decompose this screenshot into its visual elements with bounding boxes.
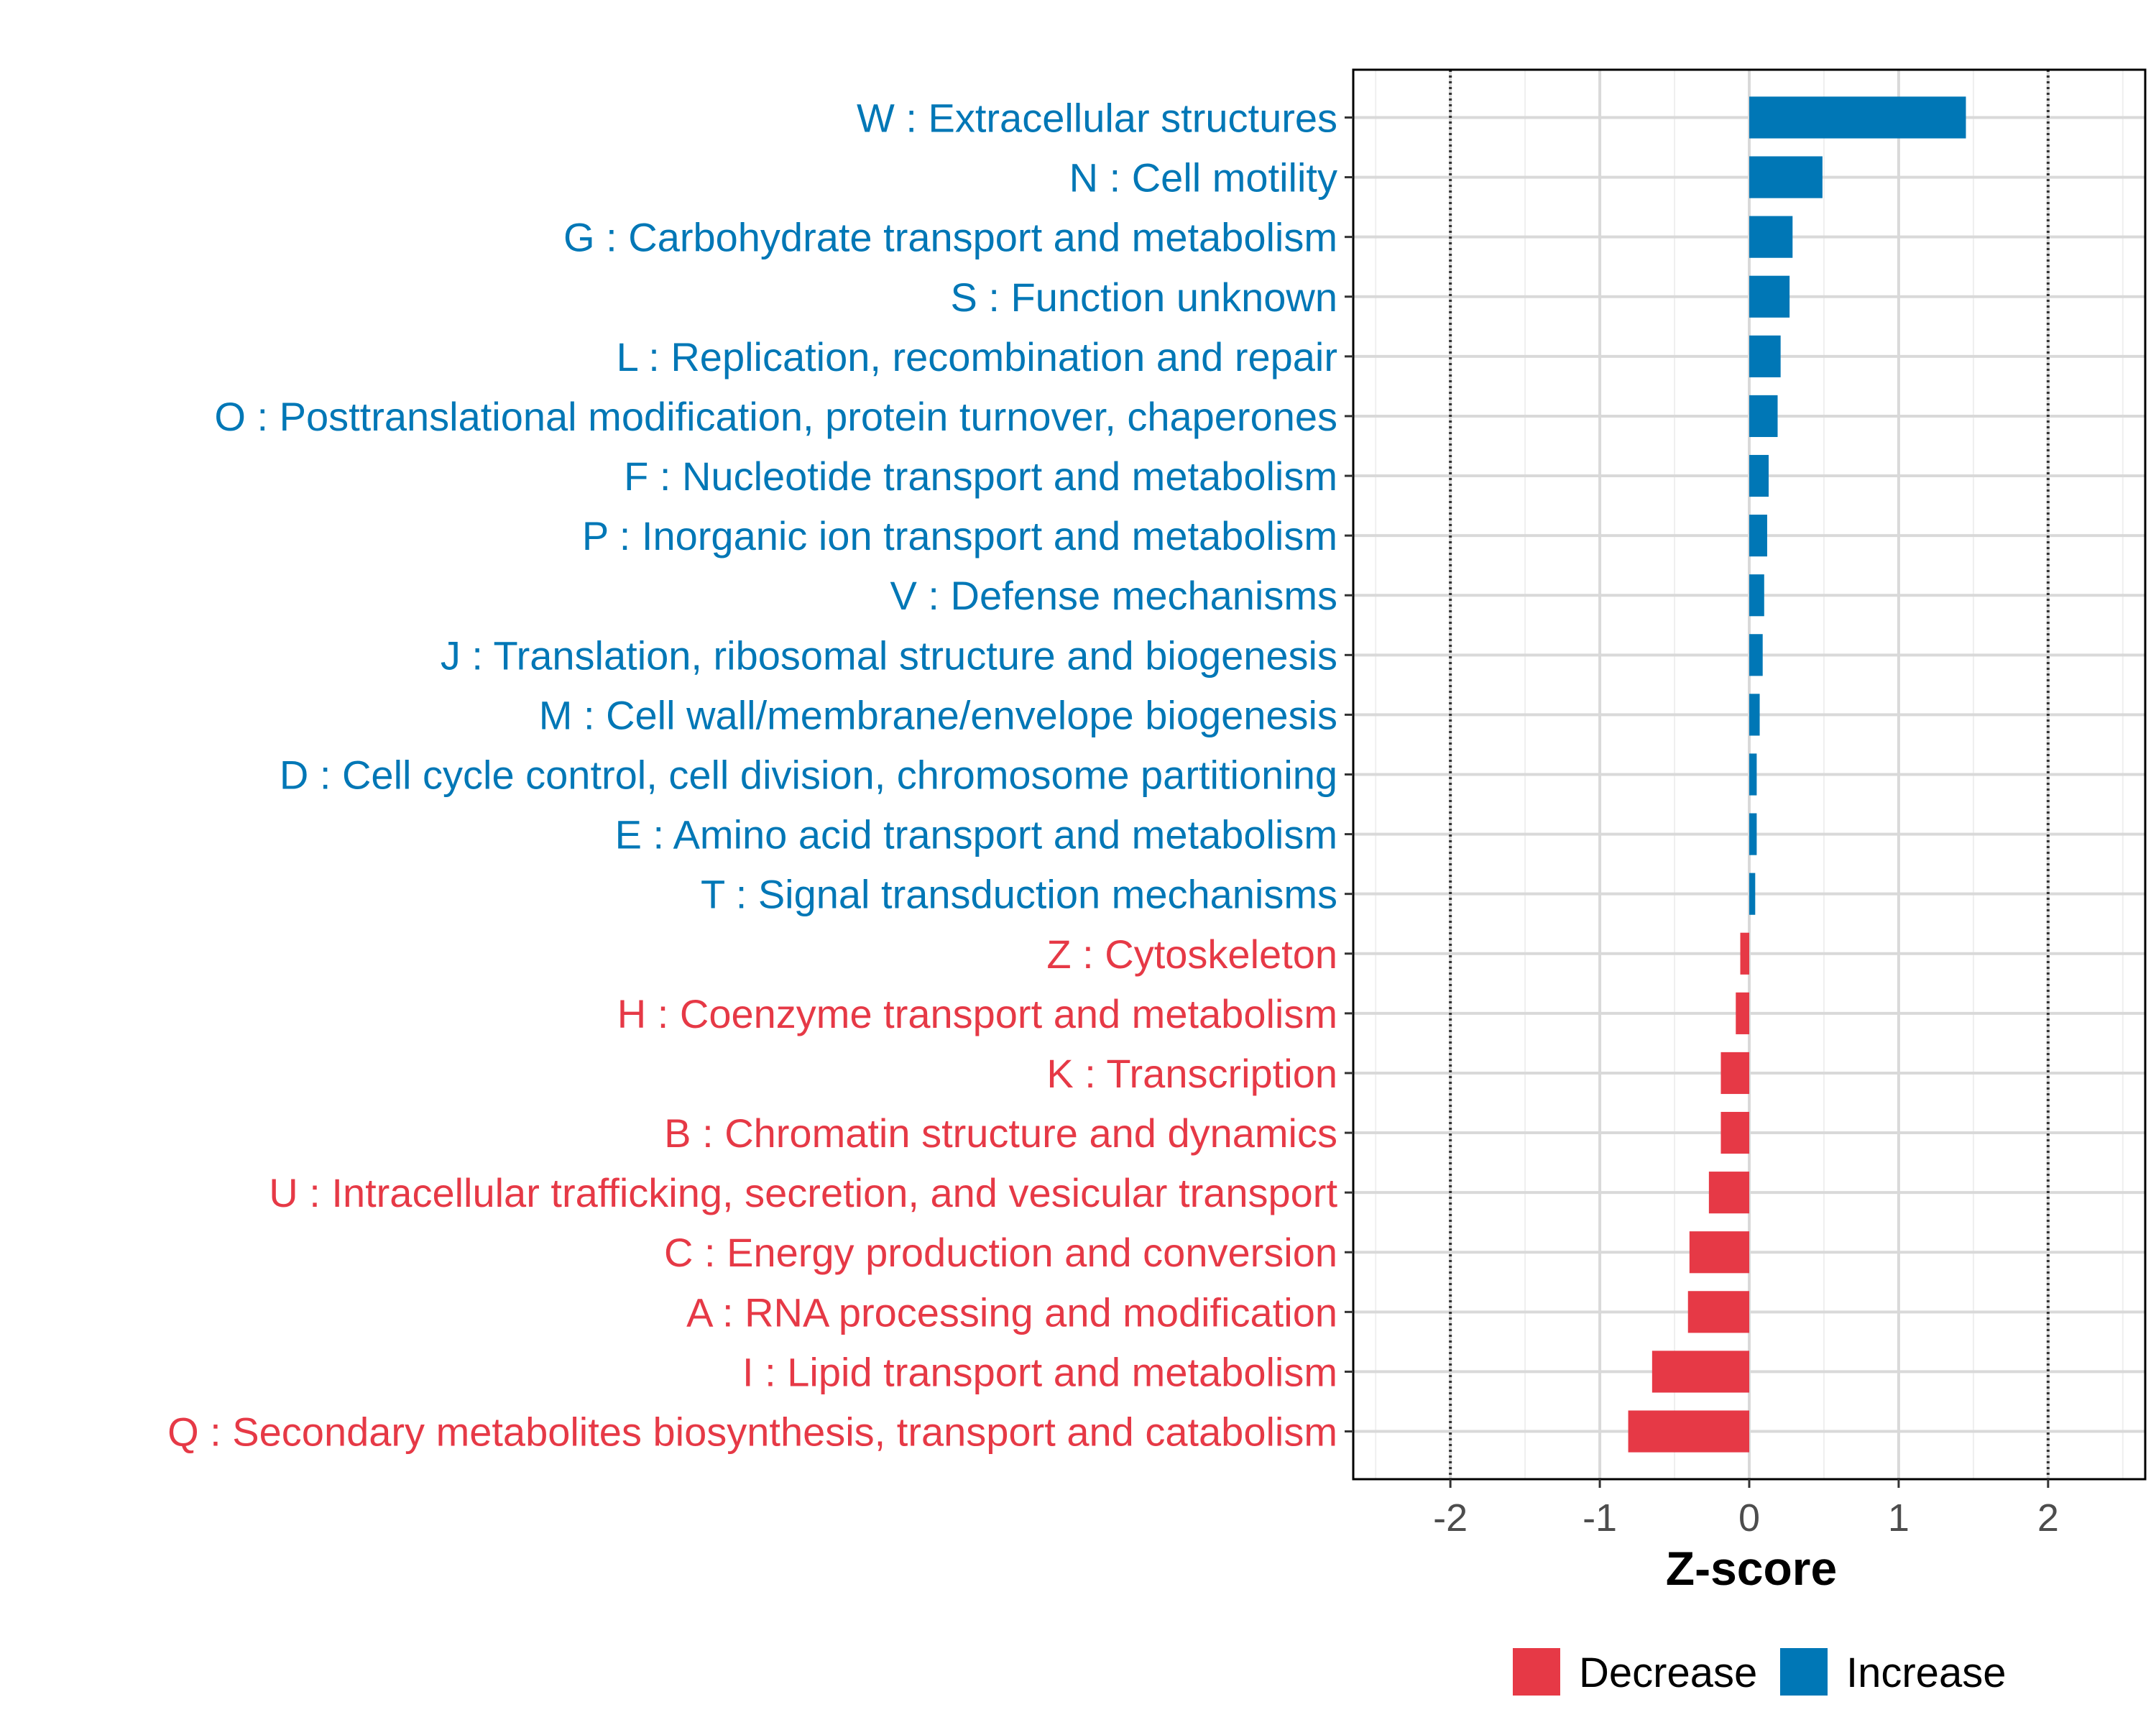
category-label: P : Inorganic ion transport and metaboli… <box>582 513 1337 558</box>
category-label: J : Translation, ribosomal structure and… <box>441 632 1337 678</box>
legend-label-decrease: Decrease <box>1579 1650 1757 1696</box>
bar <box>1749 96 1966 139</box>
category-label: O : Posttranslational modification, prot… <box>214 394 1337 439</box>
bar <box>1749 335 1781 377</box>
legend: Decrease Increase <box>1513 1648 2006 1696</box>
category-label: Z : Cytoskeleton <box>1046 932 1337 977</box>
category-label: S : Function unknown <box>950 275 1337 320</box>
category-label: L : Replication, recombination and repai… <box>617 334 1337 380</box>
bar <box>1689 1231 1749 1274</box>
x-axis-ticks: -2 -1 0 1 2 <box>1433 1479 2059 1540</box>
bar <box>1749 694 1760 736</box>
bar <box>1708 1172 1749 1214</box>
legend-swatch-decrease <box>1513 1648 1560 1696</box>
category-label: A : RNA processing and modification <box>686 1289 1337 1335</box>
category-label: C : Energy production and conversion <box>664 1230 1337 1275</box>
category-label: E : Amino acid transport and metabolism <box>615 812 1337 857</box>
category-label: V : Defense mechanisms <box>890 573 1337 618</box>
x-tick-label: -2 <box>1433 1496 1468 1540</box>
category-label: Q : Secondary metabolites biosynthesis, … <box>167 1409 1337 1455</box>
legend-label-increase: Increase <box>1846 1650 2006 1696</box>
bar <box>1749 515 1767 557</box>
x-tick-label: -1 <box>1583 1496 1617 1540</box>
category-label: I : Lipid transport and metabolism <box>742 1349 1337 1394</box>
bar <box>1720 1052 1749 1095</box>
bar <box>1749 275 1790 318</box>
y-axis-ticks <box>1345 116 1353 1433</box>
bar <box>1628 1410 1749 1453</box>
category-labels: W : Extracellular structures N : Cell mot… <box>167 95 1337 1454</box>
bar <box>1749 395 1778 438</box>
category-label: U : Intracellular trafficking, secretion… <box>269 1170 1337 1215</box>
bar <box>1749 753 1757 796</box>
bar <box>1749 634 1763 676</box>
legend-swatch-increase <box>1780 1648 1828 1696</box>
bar <box>1749 574 1764 617</box>
bars <box>1628 96 1966 1453</box>
category-label: G : Carbohydrate transport and metabolis… <box>563 215 1337 260</box>
bar <box>1687 1291 1749 1333</box>
category-label: T : Signal transduction mechanisms <box>701 872 1337 917</box>
bar <box>1720 1111 1749 1154</box>
category-label: B : Chromatin structure and dynamics <box>664 1110 1337 1156</box>
category-label: H : Coenzyme transport and metabolism <box>617 991 1337 1036</box>
reference-lines <box>1449 70 2050 1479</box>
category-label: W : Extracellular structures <box>857 95 1337 140</box>
bar <box>1749 813 1757 855</box>
bar <box>1749 454 1769 497</box>
x-tick-label: 0 <box>1738 1496 1760 1540</box>
category-label: F : Nucleotide transport and metabolism <box>624 454 1337 499</box>
x-tick-label: 1 <box>1888 1496 1909 1540</box>
category-label: D : Cell cycle control, cell division, c… <box>280 753 1337 798</box>
bar <box>1740 932 1749 975</box>
x-tick-label: 2 <box>2037 1496 2059 1540</box>
category-label: N : Cell motility <box>1069 155 1337 201</box>
category-label: K : Transcription <box>1046 1051 1337 1096</box>
bar <box>1736 992 1749 1034</box>
x-axis-title: Z-score <box>1666 1542 1837 1595</box>
bar <box>1651 1351 1749 1393</box>
category-label: M : Cell wall/membrane/envelope biogenes… <box>539 692 1337 737</box>
bar <box>1749 873 1756 915</box>
bar <box>1749 216 1793 258</box>
bar <box>1749 156 1823 198</box>
